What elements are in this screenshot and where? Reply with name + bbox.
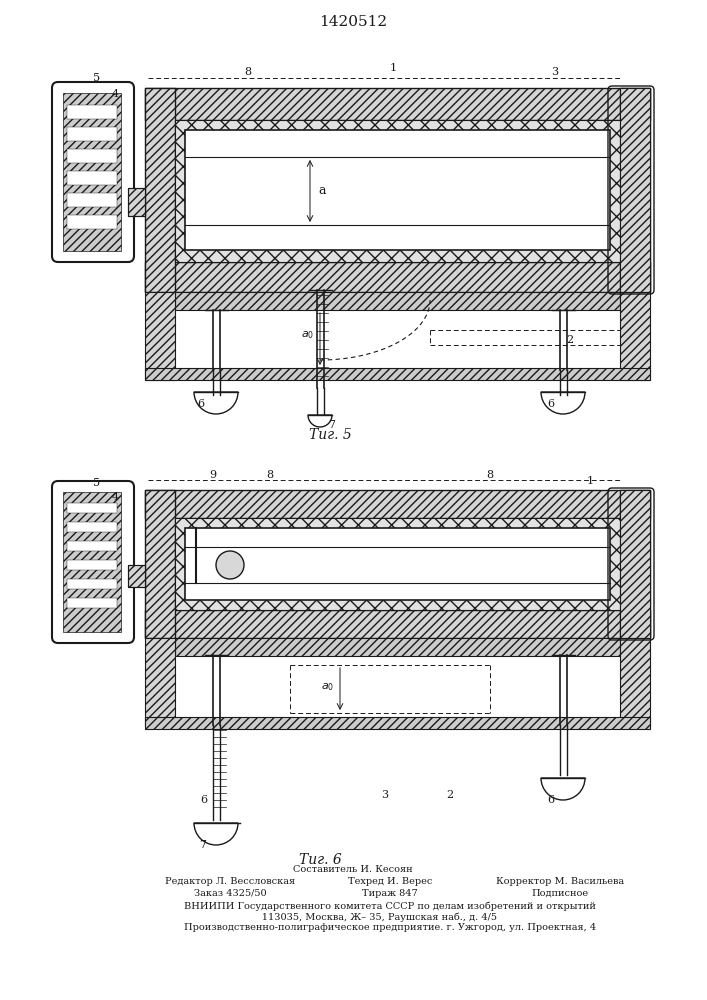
Bar	[67, 503, 117, 513]
Bar	[67, 522, 117, 532]
Wedge shape	[541, 392, 585, 414]
Wedge shape	[194, 823, 238, 845]
Text: Τиг. 6: Τиг. 6	[298, 853, 341, 867]
Bar	[67, 579, 117, 589]
Text: 113035, Москва, Ж– 35, Раушская наб., д. 4/5: 113035, Москва, Ж– 35, Раушская наб., д.…	[243, 912, 497, 922]
Text: 8: 8	[267, 470, 274, 480]
Bar	[145, 717, 650, 729]
Text: 6: 6	[547, 795, 554, 805]
Text: 8: 8	[245, 67, 252, 77]
Text: Тираж 847: Тираж 847	[362, 888, 418, 898]
Bar	[67, 127, 117, 141]
Bar	[63, 492, 121, 632]
Bar	[145, 490, 650, 518]
Text: $a_0$: $a_0$	[322, 681, 334, 693]
Bar	[175, 120, 620, 262]
Bar	[67, 105, 117, 119]
Text: 1: 1	[390, 63, 397, 73]
Circle shape	[216, 551, 244, 579]
Text: 1420512: 1420512	[319, 15, 387, 29]
Text: ВНИИПИ Государственного комитета СССР по делам изобретений и открытий: ВНИИПИ Государственного комитета СССР по…	[184, 901, 596, 911]
Wedge shape	[194, 392, 238, 414]
Text: 4: 4	[112, 89, 119, 99]
Text: Техред И. Верес: Техред И. Верес	[348, 878, 432, 886]
Bar	[67, 149, 117, 163]
Text: Редактор Л. Вессловская: Редактор Л. Вессловская	[165, 878, 295, 886]
Bar	[185, 528, 610, 600]
Bar	[128, 188, 145, 216]
Bar	[620, 292, 650, 380]
Text: 6: 6	[547, 399, 554, 409]
Bar	[145, 368, 650, 380]
Bar	[145, 88, 175, 292]
Text: 1: 1	[586, 476, 594, 486]
Bar	[145, 262, 650, 292]
Bar	[620, 638, 650, 726]
Bar	[620, 88, 650, 292]
Text: 2: 2	[446, 790, 454, 800]
Text: 2: 2	[566, 335, 573, 345]
Text: Заказ 4325/50: Заказ 4325/50	[194, 888, 267, 898]
Bar	[175, 292, 620, 310]
Bar	[67, 193, 117, 207]
Text: Τиг. 5: Τиг. 5	[309, 428, 351, 442]
Wedge shape	[308, 415, 332, 427]
Text: 5: 5	[93, 478, 100, 488]
Text: 3: 3	[382, 790, 389, 800]
Wedge shape	[541, 778, 585, 800]
Bar	[175, 638, 620, 656]
Bar	[175, 518, 620, 610]
Bar	[128, 188, 145, 216]
Bar	[67, 215, 117, 229]
Bar	[145, 610, 650, 638]
Text: 8: 8	[486, 470, 493, 480]
Text: Составитель И. Кесоян: Составитель И. Кесоян	[293, 865, 413, 874]
Text: 6: 6	[201, 795, 208, 805]
Text: Корректор М. Васильева: Корректор М. Васильева	[496, 878, 624, 886]
Bar	[145, 88, 650, 120]
Text: Подписное: Подписное	[532, 888, 588, 898]
Bar	[145, 638, 175, 726]
Bar	[145, 490, 175, 638]
Bar	[620, 490, 650, 638]
Text: a: a	[318, 184, 326, 198]
Text: 4: 4	[112, 492, 119, 502]
Text: $a_0$: $a_0$	[301, 329, 315, 341]
Bar	[67, 560, 117, 570]
Text: 7: 7	[199, 840, 206, 850]
Bar	[128, 565, 145, 587]
Text: 7: 7	[329, 420, 336, 430]
Bar	[128, 565, 145, 587]
FancyBboxPatch shape	[52, 481, 134, 643]
Bar	[185, 130, 610, 250]
Bar	[63, 93, 121, 251]
Bar	[620, 88, 650, 292]
Bar	[67, 541, 117, 551]
Bar	[620, 490, 650, 638]
Bar	[67, 598, 117, 608]
Bar	[145, 292, 175, 380]
Bar	[67, 171, 117, 185]
Text: 9: 9	[209, 470, 216, 480]
Text: Производственно-полиграфическое предприятие. г. Ужгород, ул. Проектная, 4: Производственно-полиграфическое предприя…	[184, 924, 596, 932]
Text: 6: 6	[197, 399, 204, 409]
Text: 3: 3	[551, 67, 559, 77]
Text: 5: 5	[93, 73, 100, 83]
FancyBboxPatch shape	[52, 82, 134, 262]
